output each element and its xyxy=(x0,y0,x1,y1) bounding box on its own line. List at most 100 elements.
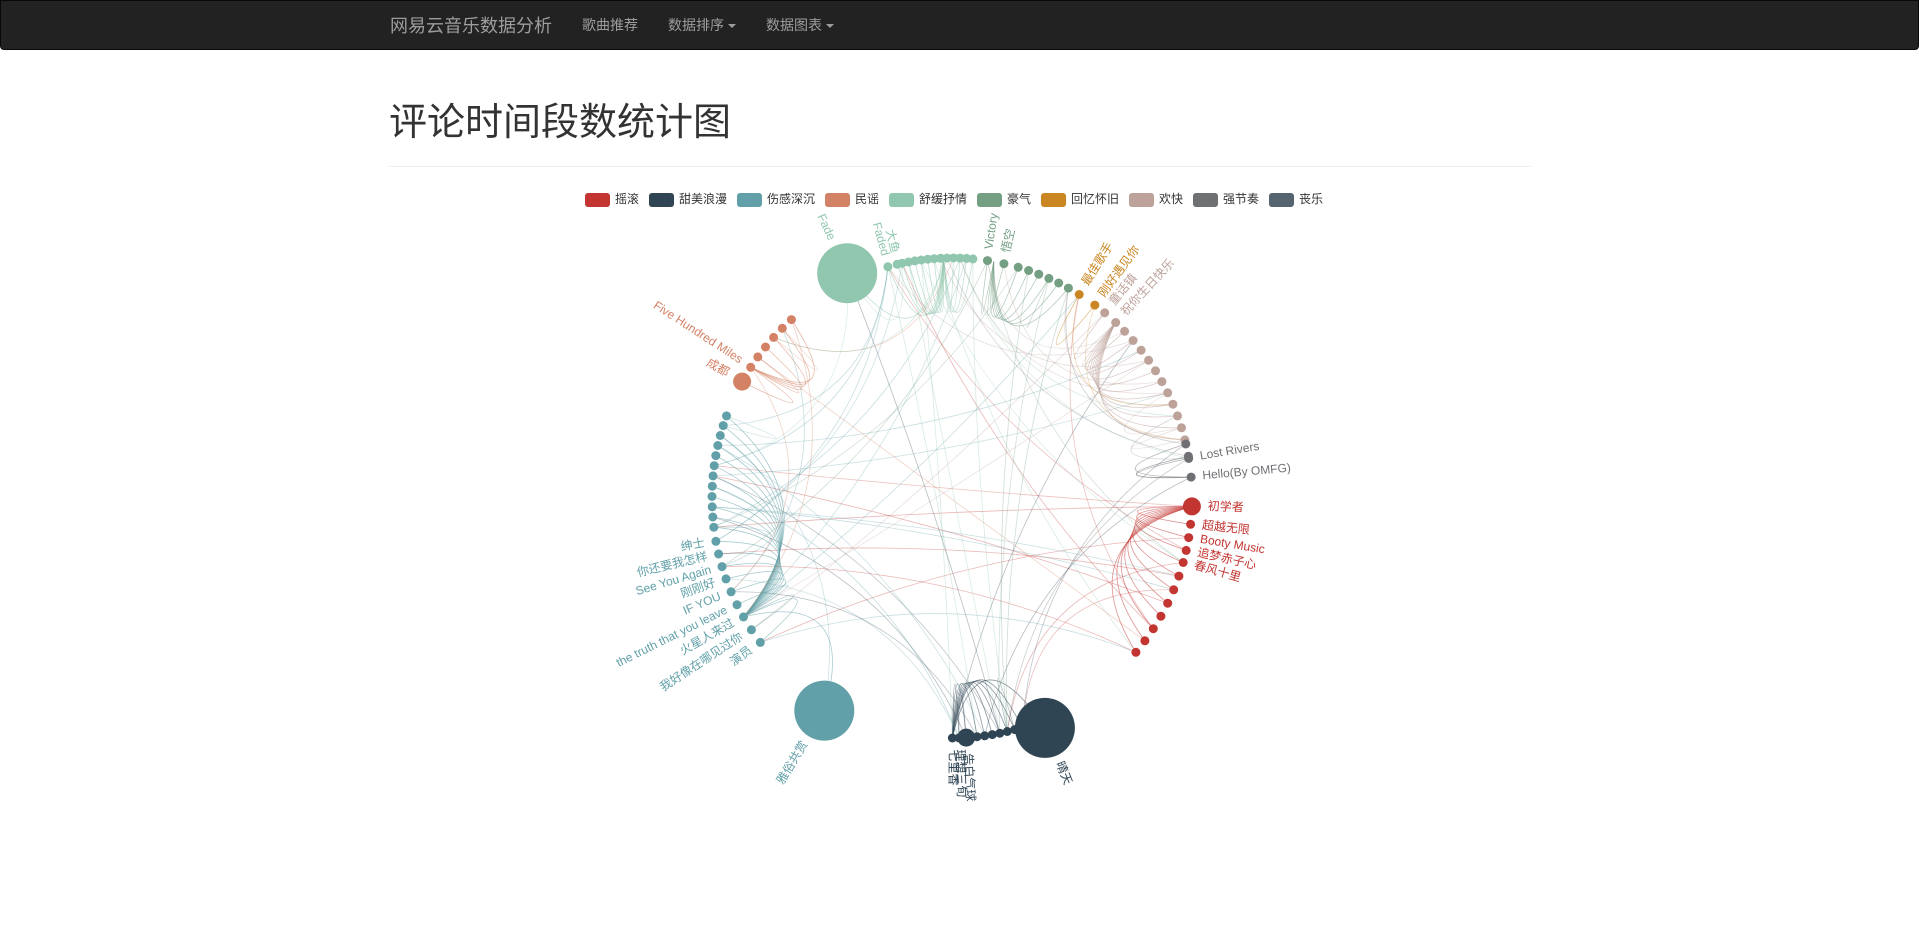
graph-node[interactable] xyxy=(883,262,893,272)
graph-node[interactable] xyxy=(794,680,855,741)
graph-node[interactable] xyxy=(708,512,718,522)
graph-node[interactable] xyxy=(715,431,725,440)
graph-node[interactable] xyxy=(1174,571,1184,581)
graph-node[interactable] xyxy=(987,730,997,740)
graph-node[interactable] xyxy=(955,253,965,263)
legend-item[interactable]: 丧乐 xyxy=(1269,192,1323,207)
graph-node[interactable] xyxy=(1181,439,1191,449)
legend-item[interactable]: 舒缓抒情 xyxy=(889,192,967,207)
graph-node[interactable] xyxy=(1178,558,1188,567)
graph-node[interactable] xyxy=(1010,725,1020,735)
graph-node[interactable] xyxy=(1024,266,1034,275)
graph-node[interactable] xyxy=(1002,727,1012,736)
graph-node[interactable] xyxy=(714,549,724,559)
nav-item-song-recommend[interactable]: 歌曲推荐 xyxy=(582,15,638,35)
graph-node[interactable] xyxy=(1034,269,1044,279)
graph-node[interactable] xyxy=(1128,336,1138,345)
graph-node[interactable] xyxy=(746,625,756,635)
graph-node[interactable] xyxy=(947,733,957,743)
legend-item[interactable]: 回忆怀旧 xyxy=(1041,192,1119,207)
navbar-brand[interactable]: 网易云音乐数据分析 xyxy=(390,16,552,36)
graph-node[interactable] xyxy=(713,441,723,450)
graph-node[interactable] xyxy=(786,315,796,325)
legend-item[interactable]: 伤感深沉 xyxy=(737,191,815,207)
graph-node[interactable] xyxy=(1169,585,1179,595)
graph-node[interactable] xyxy=(769,332,779,342)
legend-item[interactable]: 豪气 xyxy=(977,191,1031,207)
nav-item-data-sort[interactable]: 数据排序 xyxy=(668,15,736,35)
graph-node[interactable] xyxy=(1054,278,1064,288)
graph-node[interactable] xyxy=(707,492,717,501)
legend-item[interactable]: 摇滚 xyxy=(585,191,639,207)
graph-node[interactable] xyxy=(1168,399,1178,409)
legend-item[interactable]: 民谣 xyxy=(825,192,879,207)
graph-node[interactable] xyxy=(942,253,952,263)
graph-node[interactable] xyxy=(711,451,721,461)
graph-node[interactable] xyxy=(726,587,736,597)
graph-node[interactable] xyxy=(957,728,976,747)
graph-node[interactable] xyxy=(1120,326,1130,336)
graph-node[interactable] xyxy=(1017,723,1027,732)
graph-node[interactable] xyxy=(753,352,763,362)
graph-node[interactable] xyxy=(739,612,748,622)
graph-node[interactable] xyxy=(707,481,717,491)
graph-node[interactable] xyxy=(1156,611,1166,621)
graph-node[interactable] xyxy=(949,253,958,263)
graph-node[interactable] xyxy=(936,253,946,263)
graph-node[interactable] xyxy=(1014,697,1075,758)
graph-node[interactable] xyxy=(1063,283,1073,293)
graph-node[interactable] xyxy=(1183,451,1193,461)
graph-node[interactable] xyxy=(732,600,742,610)
legend-item[interactable]: 甜美浪漫 xyxy=(649,191,727,207)
graph-node[interactable] xyxy=(718,421,728,431)
graph-node[interactable] xyxy=(995,728,1005,738)
graph-node[interactable] xyxy=(721,574,731,584)
graph-node[interactable] xyxy=(1182,497,1201,516)
graph-node[interactable] xyxy=(962,253,971,263)
graph-node[interactable] xyxy=(1074,290,1084,299)
graph-node[interactable] xyxy=(1173,411,1182,421)
graph-node[interactable] xyxy=(1090,300,1100,310)
graph-node[interactable] xyxy=(983,256,992,266)
graph-node[interactable] xyxy=(1044,273,1054,283)
graph-node[interactable] xyxy=(733,372,752,391)
graph-node[interactable] xyxy=(1100,308,1110,318)
graph-node[interactable] xyxy=(1111,318,1121,327)
graph-node[interactable] xyxy=(761,342,770,352)
graph-node[interactable] xyxy=(777,323,787,333)
graph-node[interactable] xyxy=(709,461,719,471)
graph-node[interactable] xyxy=(1148,624,1158,634)
graph-node[interactable] xyxy=(1186,519,1196,529)
legend-item[interactable]: 强节奏 xyxy=(1193,192,1259,207)
graph-node[interactable] xyxy=(972,732,982,742)
graph-node[interactable] xyxy=(1140,636,1150,646)
graph-node[interactable] xyxy=(1013,262,1023,272)
graph-node[interactable] xyxy=(1181,545,1191,555)
graph-node[interactable] xyxy=(708,471,718,481)
graph-node[interactable] xyxy=(1186,472,1196,482)
graph-node[interactable] xyxy=(1136,345,1146,355)
graph-node[interactable] xyxy=(999,259,1009,269)
graph-node[interactable] xyxy=(817,243,878,304)
graph-node[interactable] xyxy=(711,536,721,546)
legend-item[interactable]: 欢快 xyxy=(1129,191,1183,207)
graph-node[interactable] xyxy=(1157,377,1167,387)
graph-node[interactable] xyxy=(722,411,731,421)
graph-node[interactable] xyxy=(707,502,717,512)
graph-node[interactable] xyxy=(980,731,990,741)
graph-node[interactable] xyxy=(923,254,933,264)
graph-node[interactable] xyxy=(709,522,719,532)
graph-node[interactable] xyxy=(1184,533,1194,543)
nav-item-data-charts[interactable]: 数据图表 xyxy=(766,15,834,35)
graph-node[interactable] xyxy=(929,254,939,264)
graph-node[interactable] xyxy=(1144,355,1154,365)
graph-node[interactable] xyxy=(1177,423,1186,433)
graph-node[interactable] xyxy=(746,362,756,372)
graph-node[interactable] xyxy=(954,733,964,743)
graph-node[interactable] xyxy=(1163,388,1173,398)
graph-node[interactable] xyxy=(755,637,765,647)
graph-node[interactable] xyxy=(1131,647,1141,657)
graph-node[interactable] xyxy=(1163,598,1173,608)
graph-node[interactable] xyxy=(1151,366,1160,376)
graph-node[interactable] xyxy=(717,562,727,572)
